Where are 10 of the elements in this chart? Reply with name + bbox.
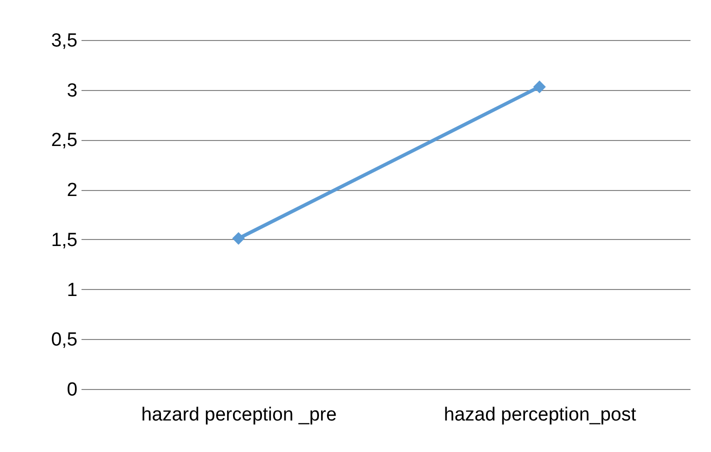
y-tick-label: 1,5 — [51, 230, 78, 251]
y-tick-label: 3,5 — [51, 30, 78, 52]
x-tick-label: hazad perception_post — [444, 404, 637, 426]
x-tick-label: hazard perception _pre — [141, 404, 337, 426]
y-tick-label: 2,5 — [51, 130, 78, 152]
y-tick-label: 3 — [66, 80, 78, 102]
y-tick-label: 0,5 — [51, 330, 78, 351]
y-tick-label: 2 — [66, 180, 78, 202]
y-tick-label: 0 — [66, 380, 78, 400]
y-tick-label: 1 — [66, 280, 78, 301]
